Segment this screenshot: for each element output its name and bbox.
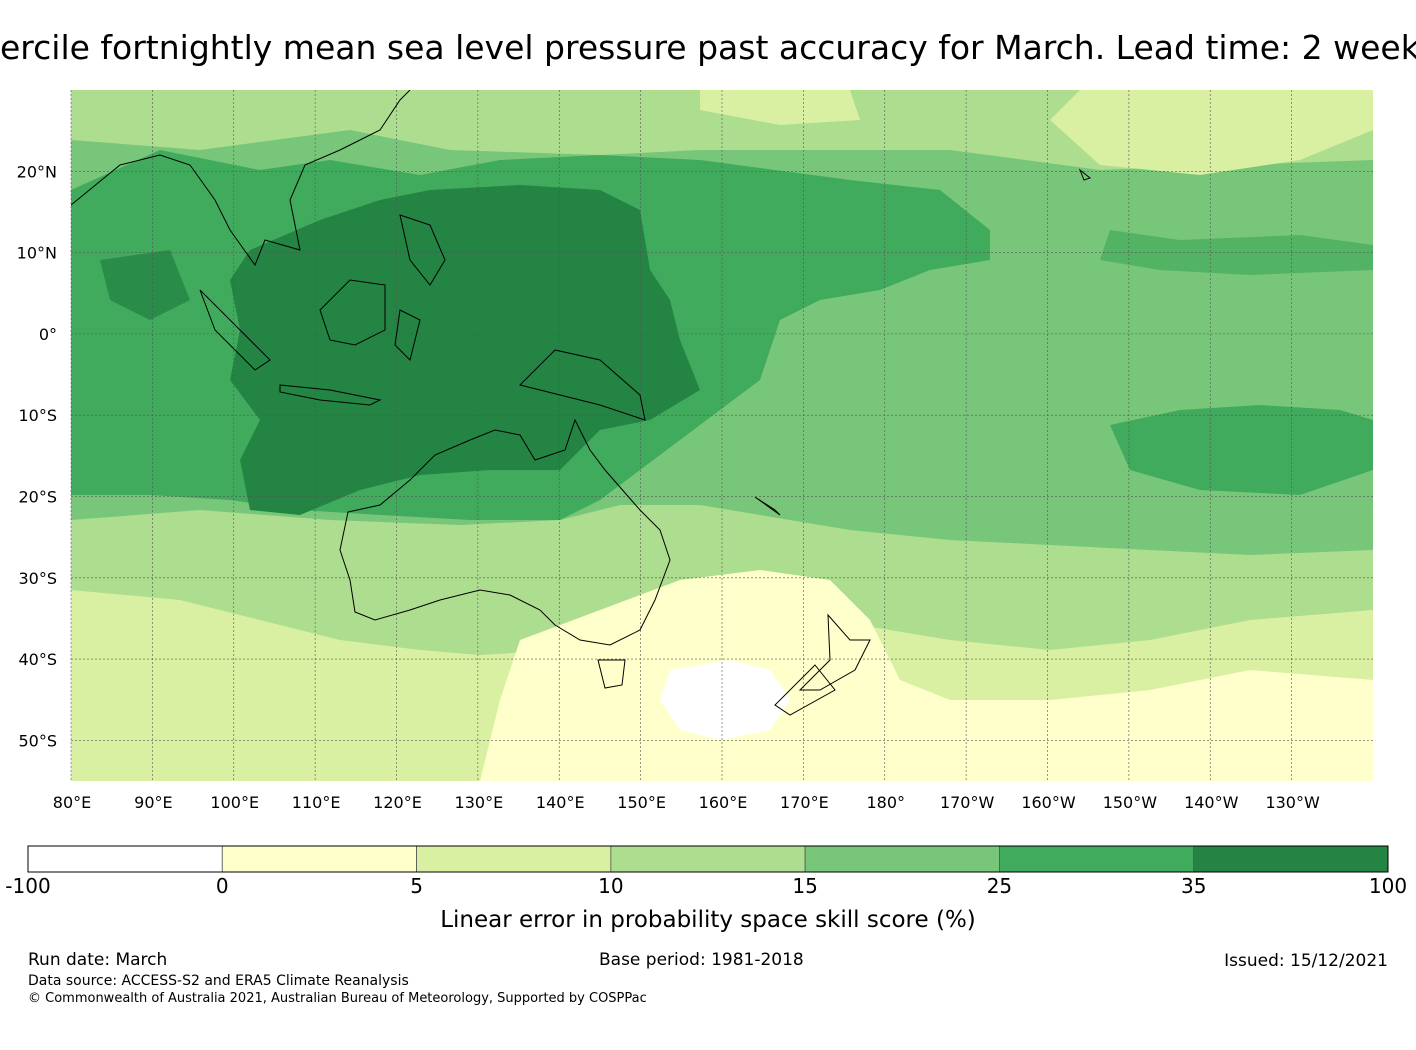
colorbar-segment (610, 845, 806, 873)
coastlines (71, 90, 1092, 716)
field-negative-patch (660, 660, 790, 740)
run-date: Run date: March (28, 950, 168, 970)
field-northeast-lighter (1050, 90, 1373, 175)
new-guinea-coastline (519, 349, 646, 421)
field-north-patch (700, 90, 860, 125)
lat-tick-label: 10°N (17, 244, 57, 263)
colorbar-segment (1193, 845, 1389, 873)
lon-tick-label: 110°E (292, 793, 341, 812)
lon-tick-label: 170°E (780, 793, 829, 812)
lon-tick-label: 130°W (1265, 793, 1320, 812)
lon-tick-label: 140°E (536, 793, 585, 812)
lon-tick-label: 170°W (940, 793, 995, 812)
tasmania-coastline (597, 659, 626, 689)
colorbar-tick-label: 100 (1369, 874, 1407, 898)
colorbar-tick-label: 35 (1181, 874, 1206, 898)
borneo-coastline (319, 279, 386, 346)
field-core (230, 185, 700, 515)
lon-tick-label: 120°E (373, 793, 422, 812)
lat-tick-label: 10°S (18, 406, 57, 425)
lat-tick-label: 30°S (18, 569, 57, 588)
colorbar-tick-label: 10 (598, 874, 623, 898)
data-source: Data source: ACCESS-S2 and ERA5 Climate … (28, 973, 409, 989)
lon-tick-label: 150°E (617, 793, 666, 812)
lat-tick-label: 50°S (18, 731, 57, 750)
colorbar-tick-label: 5 (410, 874, 423, 898)
sulawesi-coastline (394, 309, 421, 361)
skill-score-map: 20°N 10°N 0° 10°S 20°S 30°S 40°S 50°S 80°E 90°E 1… (5, 90, 1407, 933)
nz-south-island (774, 664, 836, 716)
lon-tick-label: 180° (866, 793, 905, 812)
australia-coastline (339, 418, 671, 646)
colorbar-segment (416, 845, 612, 873)
colorbar-segment (221, 845, 417, 873)
lon-tick-label: 90°E (134, 793, 172, 812)
asia-coastline (71, 90, 411, 267)
lon-tick-label: 80°E (53, 793, 91, 812)
colorbar-segment (999, 845, 1195, 873)
colorbar-segment (27, 845, 223, 873)
colorbar-tick-label: -100 (5, 874, 50, 898)
lon-tick-label: 160°W (1021, 793, 1076, 812)
lon-tick-label: 160°E (699, 793, 748, 812)
sumatra-coastline (199, 289, 271, 371)
map-title: ercile fortnightly mean sea level pressu… (0, 28, 1416, 67)
colorbar-label: Linear error in probability space skill … (440, 907, 976, 933)
longitude-labels: 80°E 90°E 100°E 110°E 120°E 130°E 140°E 150°E 16… (53, 793, 1320, 812)
lat-tick-label: 0° (39, 325, 57, 344)
gridlines (70, 90, 1373, 781)
colorbar-tick-label: 15 (792, 874, 817, 898)
philippines-coastline (399, 214, 446, 286)
lon-tick-label: 130°E (455, 793, 504, 812)
colorbar-outline (27, 845, 1389, 873)
nz-north-island (798, 613, 871, 691)
lat-tick-label: 20°N (17, 162, 57, 181)
field-east-pacific (1110, 405, 1373, 495)
new-caledonia-coastline (754, 496, 781, 516)
colorbar-tick-label: 0 (216, 874, 229, 898)
copyright: © Commonwealth of Australia 2021, Austra… (28, 991, 647, 1006)
lon-tick-label: 140°W (1184, 793, 1239, 812)
lat-tick-label: 40°S (18, 650, 57, 669)
issued-date: Issued: 15/12/2021 (1224, 951, 1388, 971)
java-coastline (279, 384, 382, 406)
lon-tick-label: 100°E (210, 793, 259, 812)
latitude-labels: 20°N 10°N 0° 10°S 20°S 30°S 40°S 50°S (17, 162, 57, 750)
colorbar-tick-label: 25 (987, 874, 1012, 898)
colorbar-segment (804, 845, 1000, 873)
hawaii-coastline (1078, 168, 1092, 181)
lat-tick-label: 20°S (18, 487, 57, 506)
field-west-patch (100, 250, 190, 320)
lon-tick-label: 150°W (1103, 793, 1158, 812)
base-period: Base period: 1981-2018 (599, 950, 804, 970)
colorbar-tick-labels: -100 0 5 10 15 25 35 100 (5, 874, 1407, 898)
colorbar (27, 845, 1389, 873)
